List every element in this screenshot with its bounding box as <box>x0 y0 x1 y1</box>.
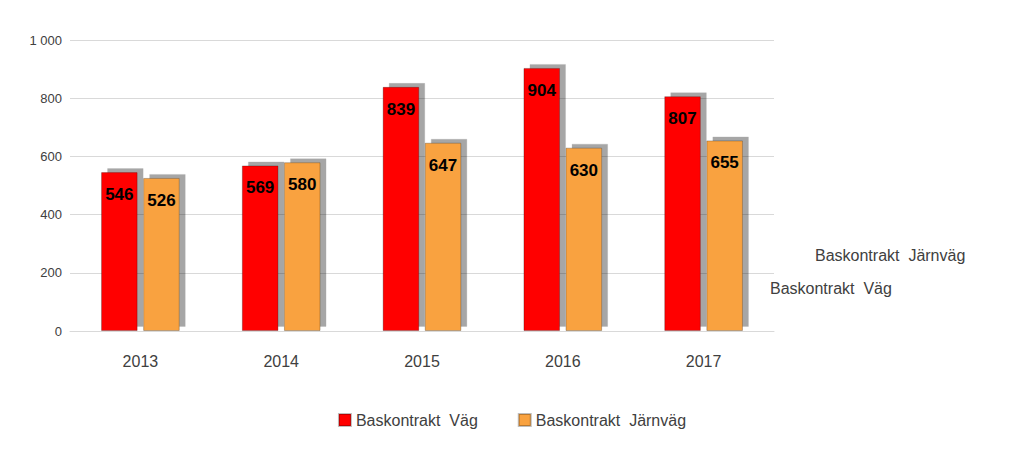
svg-text:904: 904 <box>528 81 557 100</box>
svg-text:647: 647 <box>429 156 457 175</box>
svg-text:Baskontrakt Väg: Baskontrakt Väg <box>770 280 892 297</box>
svg-text:655: 655 <box>710 153 738 172</box>
svg-text:Baskontrakt Väg: Baskontrakt Väg <box>356 412 478 429</box>
svg-text:2016: 2016 <box>545 353 581 370</box>
svg-text:0: 0 <box>55 324 62 339</box>
svg-text:2017: 2017 <box>686 353 722 370</box>
svg-text:2013: 2013 <box>123 353 159 370</box>
svg-text:2015: 2015 <box>404 353 440 370</box>
svg-text:1 000: 1 000 <box>29 33 62 48</box>
svg-text:546: 546 <box>105 185 133 204</box>
svg-text:600: 600 <box>40 149 62 164</box>
svg-text:630: 630 <box>570 161 598 180</box>
svg-text:Baskontrakt Järnväg: Baskontrakt Järnväg <box>536 412 686 429</box>
svg-text:Baskontrakt Järnväg: Baskontrakt Järnväg <box>815 247 965 264</box>
svg-text:839: 839 <box>387 100 415 119</box>
svg-text:200: 200 <box>40 265 62 280</box>
svg-text:800: 800 <box>40 91 62 106</box>
svg-text:807: 807 <box>668 109 696 128</box>
svg-text:580: 580 <box>288 175 316 194</box>
svg-text:2014: 2014 <box>263 353 299 370</box>
svg-text:400: 400 <box>40 207 62 222</box>
svg-text:569: 569 <box>246 178 274 197</box>
svg-text:526: 526 <box>147 191 175 210</box>
